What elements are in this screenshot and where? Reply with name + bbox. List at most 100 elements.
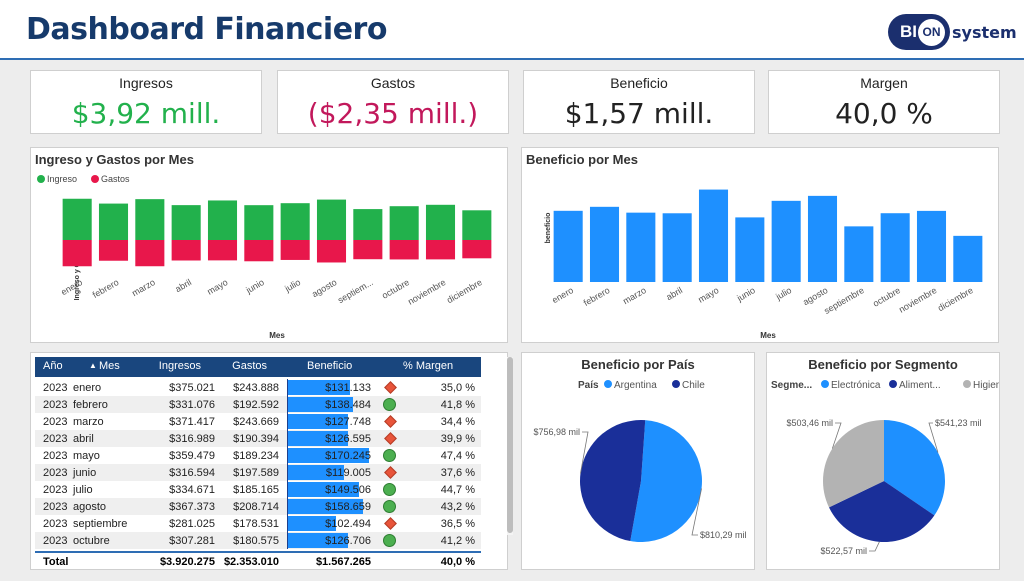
bar-ingreso-4[interactable] bbox=[207, 200, 238, 240]
logo-on-text: ON bbox=[918, 19, 945, 46]
pie-slice-0[interactable] bbox=[884, 420, 945, 516]
legend-marker-1[interactable] bbox=[889, 380, 897, 388]
status-up-circle-icon bbox=[383, 500, 396, 513]
table-total-row: Total $3.920.275 $2.353.010 $1.567.265 4… bbox=[35, 551, 481, 571]
table-row[interactable]: 2023 febrero $331.076 $192.592 $138.484 41,8 … bbox=[35, 396, 481, 413]
x-tick-label: agosto bbox=[310, 277, 338, 299]
bar-gastos-10[interactable] bbox=[425, 240, 456, 260]
kpi-card-gastos[interactable]: Gastos ($2,35 mill.) bbox=[277, 70, 509, 134]
pie-slice-1[interactable] bbox=[829, 481, 935, 542]
bar-ingreso-1[interactable] bbox=[98, 203, 129, 240]
bar-gastos-1[interactable] bbox=[98, 240, 129, 261]
legend-label-0: Electrónica bbox=[831, 380, 881, 391]
bar-beneficio-9[interactable] bbox=[880, 213, 910, 282]
beneficio-segmento-chart-panel[interactable]: Beneficio por Segmento Segme... Electróni… bbox=[766, 352, 1000, 570]
bar-gastos-6[interactable] bbox=[280, 240, 310, 260]
cell-ingresos: $307.281 bbox=[169, 535, 215, 547]
bar-gastos-9[interactable] bbox=[389, 240, 419, 260]
bar-beneficio-8[interactable] bbox=[844, 226, 874, 282]
bar-gastos-11[interactable] bbox=[462, 240, 492, 259]
beneficio-pais-pie[interactable]: País Argentina Chile $810,29 mil $756,98 mil bbox=[522, 353, 754, 569]
sort-desc-icon[interactable]: ▲ bbox=[89, 361, 97, 370]
column-header-beneficio[interactable]: Beneficio bbox=[307, 360, 353, 372]
bar-beneficio-4[interactable] bbox=[698, 189, 729, 282]
legend-marker-2[interactable] bbox=[963, 380, 971, 388]
bar-beneficio-0[interactable] bbox=[553, 210, 583, 282]
total-ingresos: $3.920.275 bbox=[159, 556, 215, 568]
column-header-gastos[interactable]: Gastos bbox=[232, 360, 267, 372]
cell-beneficio: $102.494 bbox=[325, 518, 371, 530]
cell-beneficio: $126.595 bbox=[325, 433, 371, 445]
bar-gastos-8[interactable] bbox=[353, 240, 383, 260]
bar-gastos-2[interactable] bbox=[135, 240, 165, 267]
status-up-circle-icon bbox=[383, 483, 396, 496]
bar-gastos-3[interactable] bbox=[171, 240, 201, 261]
legend-marker-ingreso[interactable] bbox=[37, 175, 45, 183]
kpi-card-ingresos[interactable]: Ingresos $3,92 mill. bbox=[30, 70, 262, 134]
table-row[interactable]: 2023 marzo $371.417 $243.669 $127.748 34,4 % bbox=[35, 413, 481, 430]
legend-title: País bbox=[578, 380, 599, 391]
bar-beneficio-7[interactable] bbox=[807, 195, 838, 282]
bar-beneficio-2[interactable] bbox=[626, 212, 656, 282]
legend-marker-0[interactable] bbox=[821, 380, 829, 388]
beneficio-mes-chart[interactable]: beneficio enero febrero marzo abril mayo junio… bbox=[522, 148, 998, 342]
detail-table-panel[interactable]: Año ▲ Mes Ingresos Gastos Beneficio % Ma… bbox=[30, 352, 513, 571]
legend-marker-1[interactable] bbox=[672, 380, 680, 388]
bar-beneficio-10[interactable] bbox=[916, 210, 947, 282]
pie-slice-1[interactable] bbox=[580, 420, 646, 542]
bar-ingreso-9[interactable] bbox=[389, 206, 419, 240]
beneficio-databar bbox=[287, 499, 364, 514]
table-row[interactable]: 2023 julio $334.671 $185.165 $149.506 44,7 % bbox=[35, 481, 481, 498]
table-row[interactable]: 2023 octubre $307.281 $180.575 $126.706 41,2 … bbox=[35, 532, 481, 549]
beneficio-mes-chart-panel[interactable]: Beneficio por Mes beneficio enero febrero m… bbox=[521, 147, 999, 343]
column-header-ingresos[interactable]: Ingresos bbox=[158, 360, 201, 372]
bar-ingreso-6[interactable] bbox=[280, 203, 310, 240]
databar-axis bbox=[287, 430, 288, 447]
cell-margen: 47,4 % bbox=[440, 450, 475, 462]
bar-beneficio-1[interactable] bbox=[589, 206, 620, 282]
bar-beneficio-5[interactable] bbox=[735, 217, 765, 282]
pie-slice-0[interactable] bbox=[630, 420, 703, 542]
bar-ingreso-11[interactable] bbox=[462, 210, 492, 240]
bar-ingreso-5[interactable] bbox=[244, 205, 274, 240]
bar-ingreso-0[interactable] bbox=[62, 198, 92, 240]
bar-beneficio-3[interactable] bbox=[662, 213, 692, 282]
ingreso-gastos-chart-panel[interactable]: Ingreso y Gastos por Mes Ingreso Gastos In… bbox=[30, 147, 508, 343]
beneficio-pais-chart-panel[interactable]: Beneficio por País País Argentina Chile $81… bbox=[521, 352, 755, 570]
kpi-card-margen[interactable]: Margen 40,0 % bbox=[768, 70, 1000, 134]
bar-ingreso-3[interactable] bbox=[171, 205, 201, 240]
bion-logo: BI ON system bbox=[888, 14, 1017, 50]
table-row[interactable]: 2023 junio $316.594 $197.589 $119.005 37,6 % bbox=[35, 464, 481, 481]
bar-beneficio-6[interactable] bbox=[771, 200, 801, 282]
table-row[interactable]: 2023 mayo $359.479 $189.234 $170.245 47,4 % bbox=[35, 447, 481, 464]
table-row[interactable]: 2023 septiembre $281.025 $178.531 $102.494 36… bbox=[35, 515, 481, 532]
bar-gastos-5[interactable] bbox=[244, 240, 274, 262]
bar-gastos-7[interactable] bbox=[316, 240, 347, 263]
table-header[interactable]: Año ▲ Mes Ingresos Gastos Beneficio % Ma… bbox=[35, 357, 481, 377]
table-row[interactable]: 2023 agosto $367.373 $208.714 $158.659 43,2 % bbox=[35, 498, 481, 515]
bar-ingreso-2[interactable] bbox=[135, 199, 165, 240]
table-scrollbar-thumb[interactable] bbox=[507, 357, 513, 533]
databar-axis bbox=[287, 379, 288, 396]
cell-beneficio: $119.005 bbox=[325, 467, 371, 479]
pie-slice-2[interactable] bbox=[823, 420, 884, 508]
legend-marker-0[interactable] bbox=[604, 380, 612, 388]
bar-ingreso-8[interactable] bbox=[353, 209, 383, 240]
x-tick-label: septiem... bbox=[336, 277, 375, 305]
status-down-diamond-icon bbox=[384, 432, 397, 445]
beneficio-segmento-pie[interactable]: Segme... Electrónica Aliment... Higiene $541… bbox=[767, 353, 999, 569]
table-row[interactable]: 2023 enero $375.021 $243.888 $131.133 35,0 % bbox=[35, 379, 481, 396]
table-row[interactable]: 2023 abril $316.989 $190.394 $126.595 39,9 % bbox=[35, 430, 481, 447]
bar-ingreso-7[interactable] bbox=[316, 199, 347, 240]
legend-marker-gastos[interactable] bbox=[91, 175, 99, 183]
column-header-mes[interactable]: Mes bbox=[99, 360, 120, 372]
bar-gastos-0[interactable] bbox=[62, 240, 92, 267]
kpi-card-beneficio[interactable]: Beneficio $1,57 mill. bbox=[523, 70, 755, 134]
column-header-ano[interactable]: Año bbox=[43, 360, 63, 372]
bar-beneficio-11[interactable] bbox=[953, 235, 983, 282]
bar-gastos-4[interactable] bbox=[207, 240, 238, 261]
column-header-margen[interactable]: % Margen bbox=[403, 360, 454, 372]
cell-mes: mayo bbox=[73, 450, 100, 462]
bar-ingreso-10[interactable] bbox=[425, 204, 456, 240]
